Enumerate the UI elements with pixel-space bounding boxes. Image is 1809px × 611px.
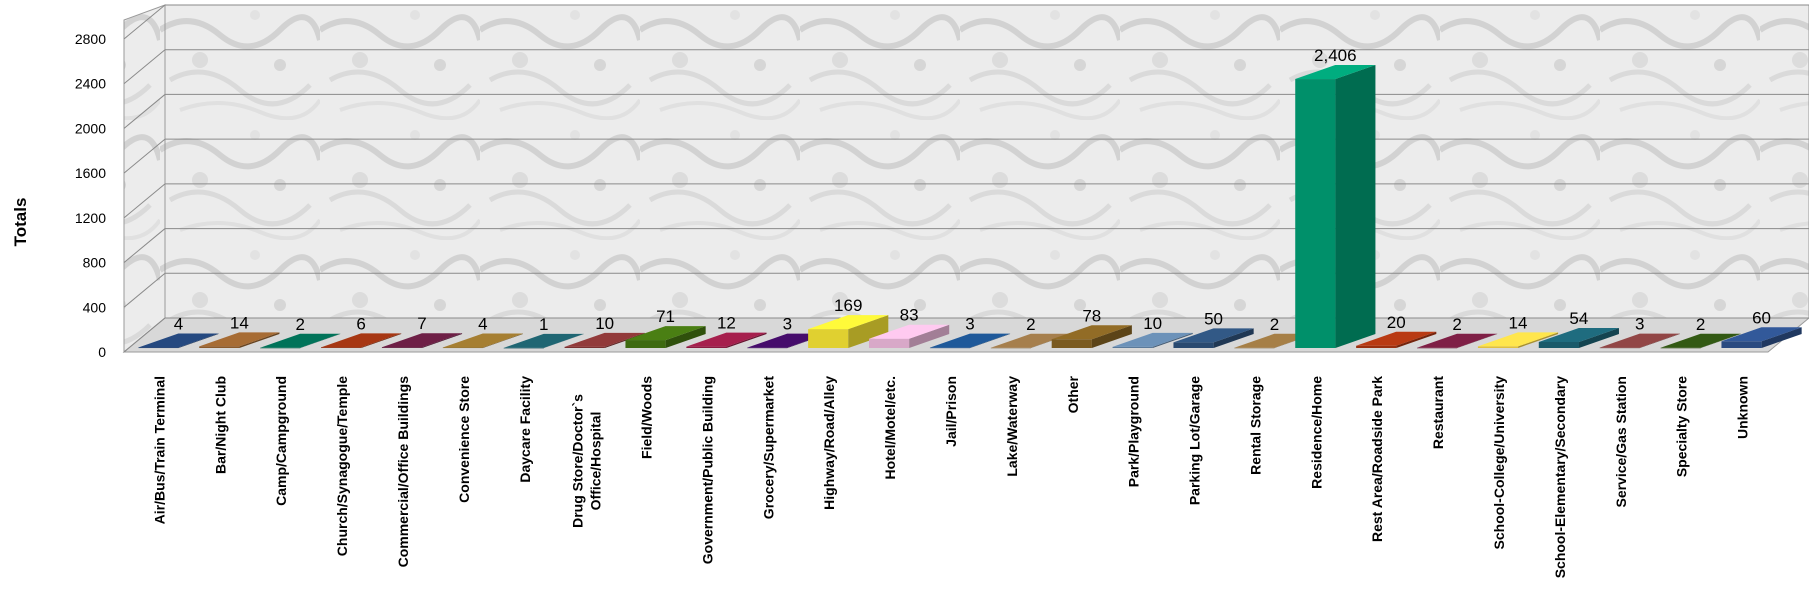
data-label: 54 [1569, 309, 1588, 328]
category-label: Church/Synagogue/Temple [334, 376, 350, 556]
data-label: 2 [295, 315, 304, 334]
bar [1295, 65, 1375, 348]
category-label: Drug Store/Doctor`s Office/Hospital [570, 394, 604, 528]
data-label: 2 [1696, 315, 1705, 334]
bar-front [199, 346, 239, 348]
bar-front [991, 348, 1031, 349]
category-label: Service/Gas Station [1613, 376, 1629, 508]
data-label: 83 [900, 306, 919, 325]
category-label: Lake/Waterway [1004, 376, 1020, 477]
data-label: 7 [417, 314, 426, 333]
data-label: 6 [356, 314, 365, 333]
y-tick-label: 1600 [75, 165, 106, 181]
bar-front [443, 348, 483, 349]
y-axis-ticks: 0 400 800 1200 1600 2000 2400 2800 [75, 31, 106, 360]
y-tick-label: 800 [83, 255, 107, 271]
y-tick-label: 1200 [75, 210, 106, 226]
bar-front [1356, 346, 1396, 348]
category-label: Park/Playground [1126, 376, 1142, 487]
category-label: Unknown [1735, 376, 1751, 439]
category-labels: Air/Bus/Train Terminal Bar/Night Club Camp… [151, 375, 1750, 578]
bar-front [1721, 341, 1761, 348]
bar-front [1417, 348, 1457, 349]
y-axis-label: Totals [11, 198, 30, 247]
data-label: 2 [1452, 315, 1461, 334]
category-label: Jail/Prison [943, 376, 959, 447]
bar-front [930, 348, 970, 349]
category-label: Restaurant [1430, 376, 1446, 449]
bar-front [808, 329, 848, 348]
bar-front [1295, 79, 1335, 348]
category-label: Commercial/Office Buildings [395, 376, 411, 568]
bar-front [382, 347, 422, 348]
bar-front [321, 347, 361, 348]
category-label: Grocery/Supermarket [760, 376, 776, 520]
category-label: Rental Storage [1247, 376, 1263, 475]
category-label: Camp/Campground [273, 376, 289, 506]
bar-front [1478, 346, 1518, 348]
data-label: 14 [1509, 313, 1528, 332]
category-label: Daycare Facility [517, 376, 533, 483]
bar-front [869, 339, 909, 348]
category-label: Other [1065, 375, 1081, 413]
data-label: 169 [834, 296, 862, 315]
category-label: Convenience Store [456, 376, 472, 503]
data-label: 50 [1204, 309, 1223, 328]
category-label: School-College/University [1491, 376, 1507, 550]
data-label: 14 [230, 313, 249, 332]
data-label: 2 [1026, 315, 1035, 334]
category-label: Air/Bus/Train Terminal [151, 376, 167, 524]
y-tick-label: 2400 [75, 76, 106, 92]
data-label: 3 [1635, 315, 1644, 334]
category-label: Hotel/Motel/etc. [882, 376, 898, 479]
y-tick-label: 0 [98, 344, 106, 360]
category-label: Parking Lot/Garage [1187, 376, 1203, 505]
category-label: School-Elementary/Secondary [1552, 376, 1568, 579]
bar-front [1113, 347, 1153, 348]
bar-front [504, 348, 544, 349]
data-label: 3 [965, 315, 974, 334]
y-tick-label: 2000 [75, 120, 106, 136]
data-label: 20 [1387, 313, 1406, 332]
bar-front [1173, 342, 1213, 348]
data-label: 4 [478, 315, 487, 334]
category-label: Residence/Home [1308, 376, 1324, 489]
data-label: 2 [1270, 315, 1279, 334]
data-label: 12 [717, 314, 736, 333]
category-label: Specialty Store [1674, 376, 1690, 477]
category-label: Highway/Road/Alley [821, 376, 837, 510]
category-label: Government/Public Building [699, 376, 715, 564]
bar-side [1335, 65, 1375, 348]
bar-front [1661, 348, 1701, 349]
data-label: 10 [1143, 314, 1162, 333]
bar-front [138, 348, 178, 349]
back-wall [165, 5, 1809, 318]
category-label: Field/Woods [639, 376, 655, 459]
y-tick-label: 400 [83, 299, 107, 315]
data-label: 10 [595, 314, 614, 333]
data-label: 71 [656, 307, 675, 326]
bar-front [686, 347, 726, 348]
bar-front [565, 347, 605, 348]
data-label: 78 [1082, 306, 1101, 325]
category-label: Rest Area/Roadside Park [1369, 376, 1385, 542]
bar-front [260, 348, 300, 349]
bar-front [1600, 348, 1640, 349]
bar-front [625, 340, 665, 348]
y-tick-label: 2800 [75, 31, 106, 47]
side-wall [124, 5, 165, 352]
data-label: 1 [539, 315, 548, 334]
bar-front [1052, 339, 1092, 348]
data-label: 3 [783, 315, 792, 334]
bar-front [1234, 348, 1274, 349]
bar-front [747, 348, 787, 349]
bar-front [1539, 342, 1579, 348]
data-label: 60 [1752, 308, 1771, 327]
data-label: 2,406 [1314, 46, 1357, 65]
data-label: 4 [174, 315, 183, 334]
category-label: Bar/Night Club [212, 376, 228, 474]
